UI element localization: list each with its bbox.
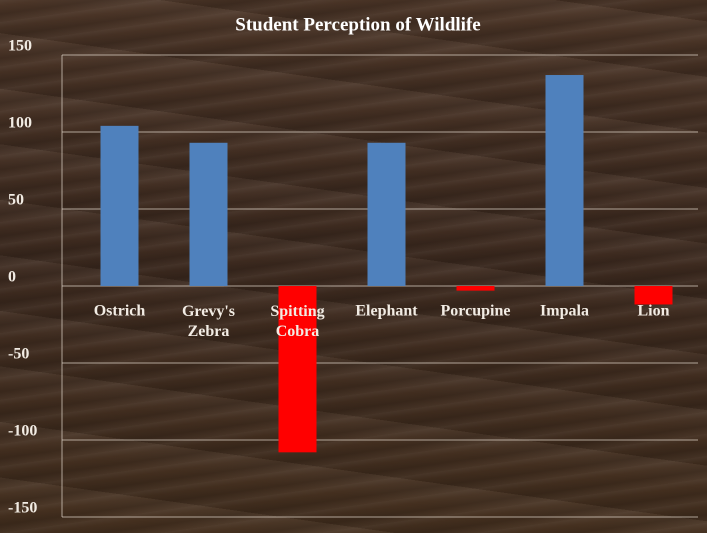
y-tick-label: 0 xyxy=(8,269,16,286)
bar xyxy=(456,286,495,291)
y-tick-label: 100 xyxy=(8,115,32,132)
bar xyxy=(545,75,584,287)
bar xyxy=(189,142,228,286)
x-tick-label: Porcupine xyxy=(441,303,511,320)
chart-title: Student Perception of Wildlife xyxy=(235,14,480,35)
x-tick-label: Impala xyxy=(540,303,589,320)
y-tick-label: 150 xyxy=(8,38,32,55)
x-tick-label: Grevy's Zebra xyxy=(182,303,235,340)
x-tick-label: Elephant xyxy=(355,303,418,320)
y-tick-label: -150 xyxy=(8,500,37,517)
bar xyxy=(278,286,317,453)
x-tick-label: Lion xyxy=(637,303,669,320)
bar xyxy=(634,286,673,305)
x-tick-label: Ostrich xyxy=(94,303,146,320)
y-tick-label: -100 xyxy=(8,423,37,440)
x-tick-label: Spitting Cobra xyxy=(270,303,324,340)
y-tick-label: -50 xyxy=(8,346,29,363)
bar xyxy=(367,142,406,286)
y-tick-label: 50 xyxy=(8,192,24,209)
bar xyxy=(100,125,139,286)
